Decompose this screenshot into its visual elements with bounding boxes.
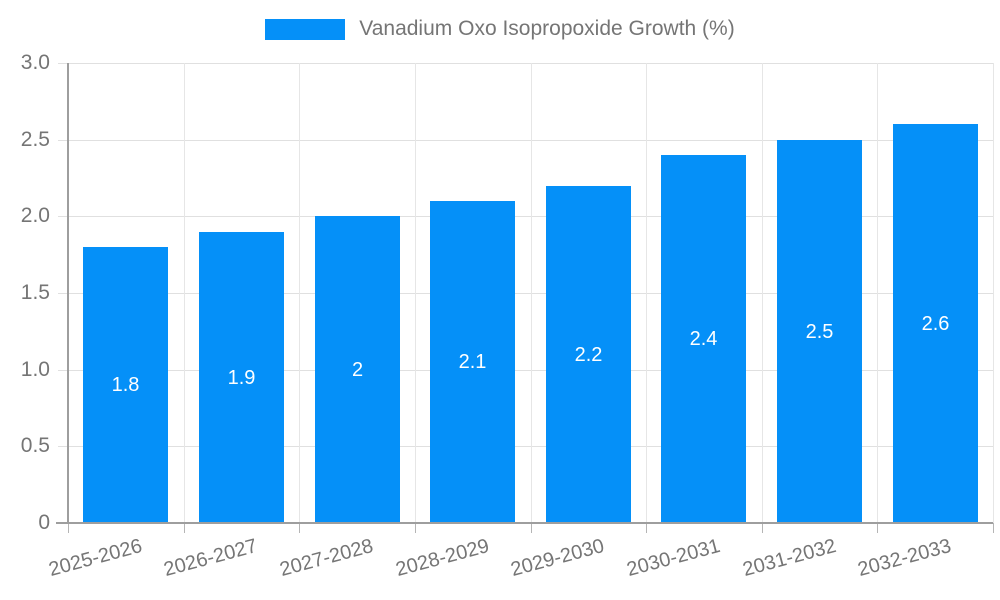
x-tick: [877, 523, 878, 533]
gridline-x: [762, 63, 763, 523]
gridline-x: [531, 63, 532, 523]
gridline-x: [993, 63, 994, 523]
bar: [199, 232, 284, 523]
bar: [661, 155, 746, 523]
legend-swatch: [265, 18, 346, 40]
y-axis-line: [67, 63, 69, 523]
bar: [83, 247, 168, 523]
bar: [893, 124, 978, 523]
x-tick-label: 2028-2029: [393, 534, 492, 581]
gridline-x: [646, 63, 647, 523]
bar: [315, 216, 400, 523]
x-tick: [762, 523, 763, 533]
legend[interactable]: Vanadium Oxo Isopropoxide Growth (%): [0, 17, 1000, 41]
bar: [430, 201, 515, 523]
bar-value-label: 2: [351, 359, 364, 381]
x-tick: [993, 523, 994, 533]
y-tick-label: 2.5: [20, 128, 50, 151]
legend-label: Vanadium Oxo Isopropoxide Growth (%): [359, 17, 735, 40]
y-tick-label: 1.5: [20, 281, 50, 304]
y-tick-label: 0: [38, 511, 50, 534]
x-tick-label: 2029-2030: [508, 534, 607, 581]
plot-area: 0 0.5 1.0 1.5 2.0 2.5 3.0 1.8 1.9 2 2.1 2.2 2.4 2.5 2.…: [21, 51, 994, 581]
x-tick-label: 2026-2027: [161, 534, 260, 581]
gridline-y: [58, 293, 993, 294]
gridline-y: [58, 370, 993, 371]
x-tick: [68, 523, 69, 533]
bar-value-label: 2.4: [689, 328, 718, 350]
gridline-x: [877, 63, 878, 523]
gridline-x: [184, 63, 185, 523]
x-tick-label: 2032-2033: [855, 534, 954, 581]
y-tick-label: 0.5: [20, 434, 50, 457]
x-tick-label: 2031-2032: [740, 534, 839, 581]
gridline-x: [299, 63, 300, 523]
x-tick: [415, 523, 416, 533]
gridline-y: [58, 63, 993, 64]
x-tick-label: 2027-2028: [277, 534, 376, 581]
bar-value-label: 1.9: [227, 367, 256, 389]
bar: [777, 140, 862, 523]
y-tick-label: 1.0: [20, 358, 50, 381]
x-tick-label: 2025-2026: [46, 534, 145, 581]
y-tick-label: 3.0: [20, 51, 50, 74]
bar-value-label: 2.6: [921, 313, 950, 335]
bar-value-label: 2.1: [458, 351, 487, 373]
x-axis-line: [56, 522, 993, 524]
bar-value-label: 1.8: [111, 374, 140, 396]
x-tick: [531, 523, 532, 533]
bar-value-label: 2.5: [805, 321, 834, 343]
gridline-y: [58, 140, 993, 141]
x-tick: [646, 523, 647, 533]
gridline-x: [415, 63, 416, 523]
x-tick-label: 2030-2031: [624, 534, 723, 581]
bar: [546, 186, 631, 523]
gridline-y: [58, 216, 993, 217]
y-tick-label: 2.0: [20, 204, 50, 227]
bar-value-label: 2.2: [574, 344, 603, 366]
x-tick: [299, 523, 300, 533]
x-tick: [184, 523, 185, 533]
gridline-y: [58, 446, 993, 447]
